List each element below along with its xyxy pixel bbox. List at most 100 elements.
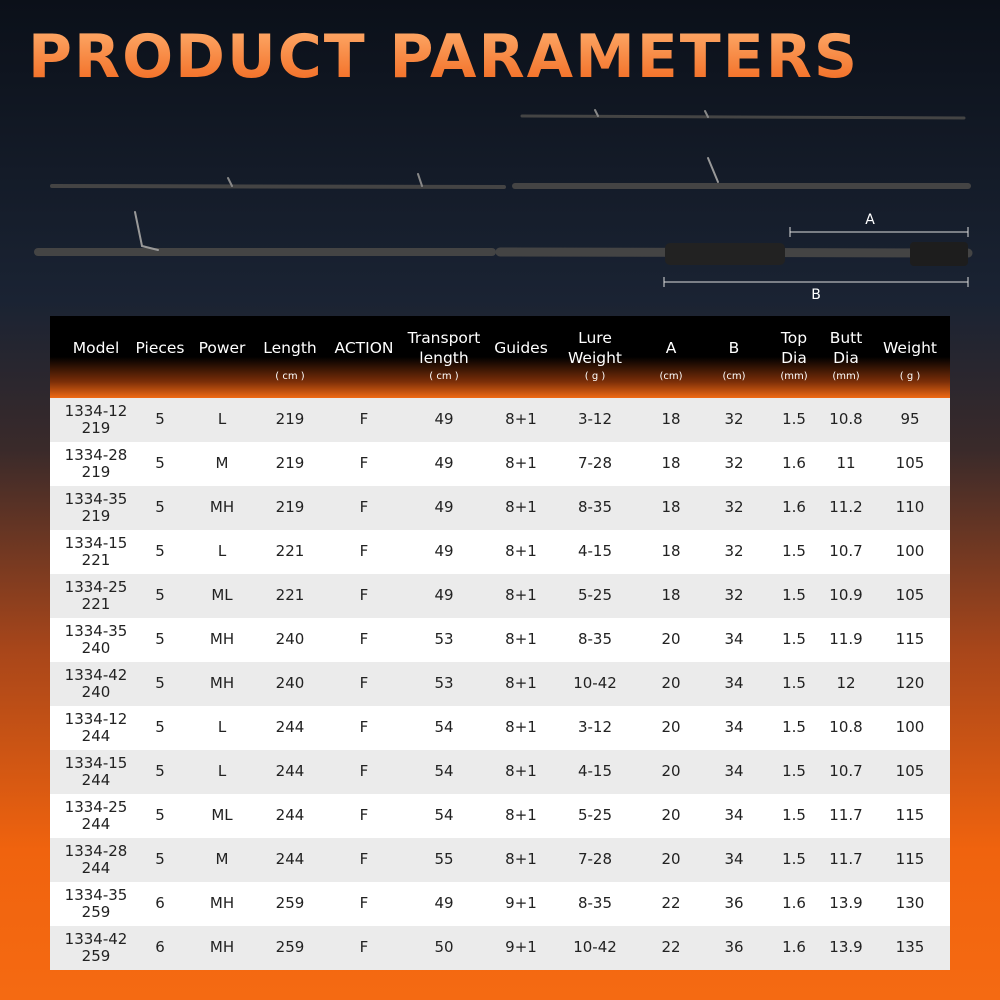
table-row: 1334-15 244 5 L 244 F 54 8+1 4-15 20 34 1.5 10.7 105 <box>50 750 950 794</box>
column-unit: (mm) <box>780 371 808 382</box>
table-cell: 22 <box>661 894 681 912</box>
table-cell: M <box>215 454 229 472</box>
column-header: ACTION <box>329 338 399 358</box>
column-header: Butt Dia <box>821 328 871 368</box>
table-cell: 6 <box>155 894 165 912</box>
table-header: Model Pieces Power Length ( cm ) ACTION Transp… <box>50 316 950 398</box>
table-cell: 18 <box>661 410 681 428</box>
table-cell: 54 <box>434 762 454 780</box>
table-cell: 3-12 <box>577 410 613 428</box>
table-cell: 22 <box>661 938 681 956</box>
column-header: Transport length <box>401 328 487 368</box>
table-cell: 12 <box>836 674 856 692</box>
table-row: 1334-28 244 5 M 244 F 55 8+1 7-28 20 34 1.5 11.7 115 <box>50 838 950 882</box>
rod-diagram: A B <box>34 109 973 303</box>
table-cell: 8+1 <box>505 850 537 868</box>
table-cell: 105 <box>895 762 925 780</box>
text-line: Weight <box>882 339 937 357</box>
table-row: 1334-35 259 6 MH 259 F 49 9+1 8-35 22 36 1.6 13.9 130 <box>50 882 950 926</box>
text-line: Guides <box>494 339 548 357</box>
text-line: 1334-35 <box>64 622 128 640</box>
table-row: 1334-12 244 5 L 244 F 54 8+1 3-12 20 34 1.5 10.8 100 <box>50 706 950 750</box>
text-line: 244 <box>81 771 111 789</box>
title: PRODUCT PARAMETERS <box>28 22 860 92</box>
table-cell: 5 <box>155 498 165 516</box>
table-cell: 54 <box>434 718 454 736</box>
table-cell: 20 <box>661 674 681 692</box>
table-cell: L <box>217 762 227 780</box>
table-cell: 1334-12 244 <box>51 711 141 745</box>
table-cell: 53 <box>434 630 454 648</box>
column-header: Lure Weight <box>557 328 633 368</box>
column-header: Pieces <box>135 338 185 358</box>
table-cell: F <box>359 454 369 472</box>
table-cell: 105 <box>895 586 925 604</box>
text-line: Model <box>72 339 120 357</box>
table-cell: 1334-35 219 <box>51 491 141 525</box>
table-cell: 244 <box>275 850 305 868</box>
table-cell: 49 <box>434 454 454 472</box>
table-cell: F <box>359 586 369 604</box>
table-cell: 8-35 <box>577 894 613 912</box>
table-cell: 34 <box>724 850 744 868</box>
text-line: 221 <box>81 595 111 613</box>
table-cell: F <box>359 498 369 516</box>
table-cell: 10-42 <box>573 674 617 692</box>
table-cell: 5 <box>155 762 165 780</box>
text-line: 1334-15 <box>64 754 128 772</box>
table-cell: 1334-12 219 <box>51 403 141 437</box>
text-line: 1334-12 <box>64 402 128 420</box>
table-cell: 219 <box>275 410 305 428</box>
table-cell: 34 <box>724 762 744 780</box>
table-cell: 34 <box>724 630 744 648</box>
text-line: Length <box>263 339 317 357</box>
table-cell: 8+1 <box>505 630 537 648</box>
table-cell: MH <box>209 894 235 912</box>
table-cell: 120 <box>895 674 925 692</box>
table-cell: 130 <box>895 894 925 912</box>
table-cell: 34 <box>724 806 744 824</box>
table-cell: F <box>359 410 369 428</box>
table-cell: 7-28 <box>577 850 613 868</box>
table-cell: 5 <box>155 454 165 472</box>
table-row: 1334-25 221 5 ML 221 F 49 8+1 5-25 18 32 1.5 10.9 105 <box>50 574 950 618</box>
table-cell: 10.8 <box>829 410 863 428</box>
table-cell: 10.9 <box>829 586 863 604</box>
table-cell: F <box>359 718 369 736</box>
table-cell: F <box>359 894 369 912</box>
table-cell: 1334-25 244 <box>51 799 141 833</box>
table-cell: 1.5 <box>782 674 806 692</box>
table-cell: 100 <box>895 542 925 560</box>
table-cell: 10.7 <box>829 542 863 560</box>
text-line: 259 <box>81 947 111 965</box>
column-header: Length <box>255 338 325 358</box>
dimension-b: B <box>811 287 821 303</box>
table-cell: 32 <box>724 454 744 472</box>
table-cell: 13.9 <box>829 894 863 912</box>
table-cell: 18 <box>661 586 681 604</box>
table-cell: ML <box>211 806 233 824</box>
text-line: 219 <box>81 463 111 481</box>
column-header: B <box>704 338 764 358</box>
table-cell: F <box>359 542 369 560</box>
table-cell: 18 <box>661 498 681 516</box>
table-cell: MH <box>209 938 235 956</box>
table-cell: 49 <box>434 410 454 428</box>
table-cell: 8+1 <box>505 762 537 780</box>
table-cell: 8+1 <box>505 454 537 472</box>
table-cell: 34 <box>724 718 744 736</box>
text-line: Weight <box>567 349 622 367</box>
spec-table: Model Pieces Power Length ( cm ) ACTION Transp… <box>50 316 950 970</box>
table-cell: L <box>217 410 227 428</box>
table-cell: F <box>359 806 369 824</box>
text-line: 1334-35 <box>64 490 128 508</box>
table-cell: 1.5 <box>782 410 806 428</box>
text-line: A <box>665 339 677 357</box>
column-unit: ( cm ) <box>429 371 459 382</box>
text-line: B <box>728 339 740 357</box>
table-cell: 1.5 <box>782 718 806 736</box>
table-cell: 1334-28 219 <box>51 447 141 481</box>
table-cell: 10.8 <box>829 718 863 736</box>
table-cell: 135 <box>895 938 925 956</box>
text-line: 219 <box>81 419 111 437</box>
